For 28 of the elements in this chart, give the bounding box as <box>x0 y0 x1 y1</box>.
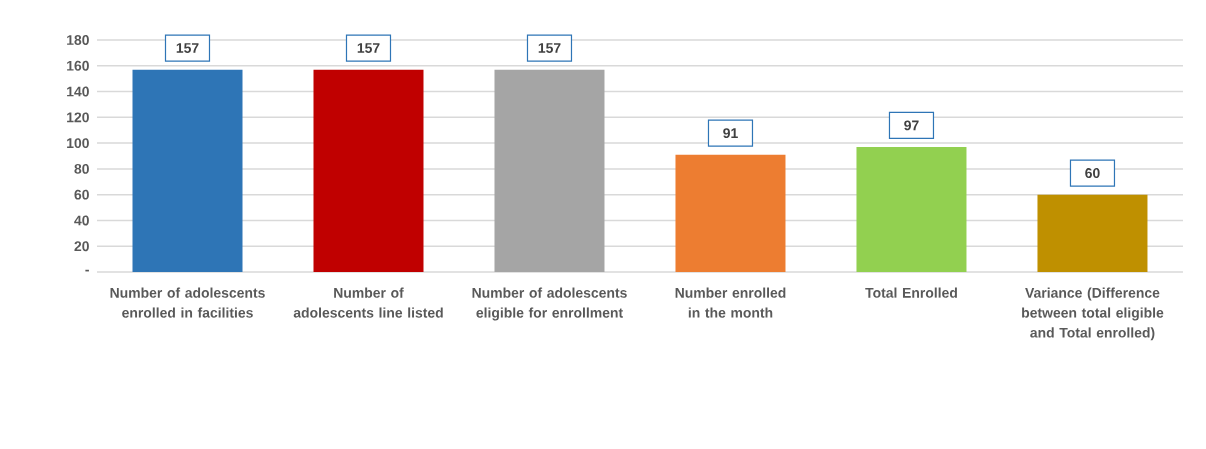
y-tick-label: 160 <box>67 60 89 71</box>
x-tick-label: Variance (Difference between total eligible and Total enrolled) <box>1022 287 1164 341</box>
x-tick-label: Number of adolescents eligible for enrollment <box>472 287 627 321</box>
y-tick-label: 120 <box>67 112 89 123</box>
data-label: 60 <box>1085 168 1100 179</box>
y-tick-label: 60 <box>74 189 89 200</box>
y-tick-label: 80 <box>74 163 89 174</box>
bar <box>1037 194 1148 272</box>
bar <box>856 146 967 272</box>
data-label: 91 <box>723 128 738 139</box>
y-tick-label: - <box>85 269 89 272</box>
data-label: 157 <box>357 43 380 53</box>
data-label: 97 <box>904 120 919 131</box>
bar <box>313 69 424 272</box>
x-tick-label: Total Enrolled <box>865 287 957 298</box>
bar <box>132 69 243 272</box>
bar <box>494 69 605 272</box>
y-tick-label: 140 <box>67 86 89 97</box>
data-label: 157 <box>538 43 561 53</box>
y-tick-label: 40 <box>74 215 89 226</box>
y-tick-label: 180 <box>67 35 89 45</box>
data-label: 157 <box>176 43 199 53</box>
x-tick-label: Number enrolled in the month <box>675 287 786 318</box>
y-tick-label: 20 <box>74 241 89 252</box>
y-tick-label: 100 <box>67 138 89 149</box>
x-tick-label: Number of adolescents enrolled in facilities <box>110 287 265 318</box>
x-tick-label: Number of adolescents line listed <box>293 287 443 318</box>
bar <box>675 154 786 272</box>
